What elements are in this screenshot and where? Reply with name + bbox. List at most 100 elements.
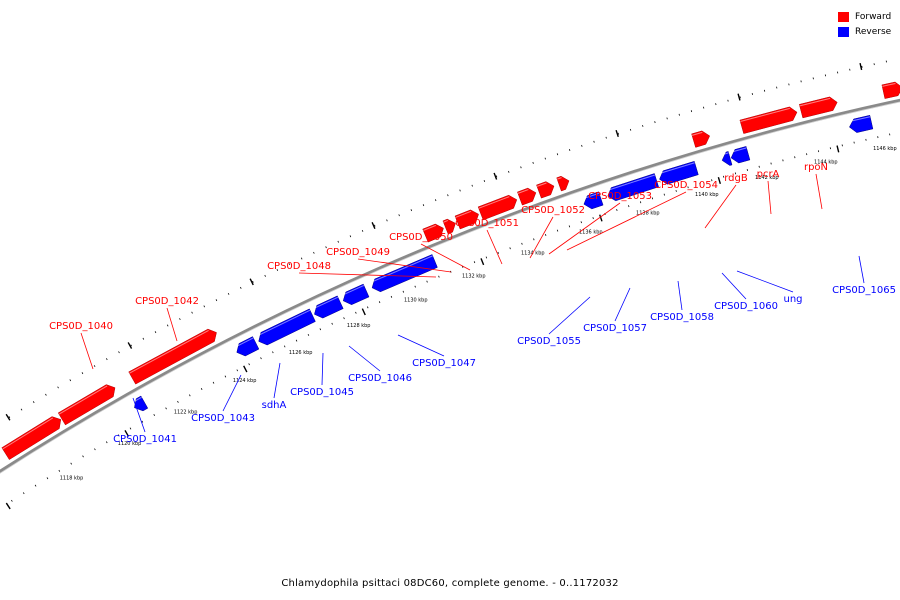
minor-tick-outer xyxy=(300,257,303,260)
reverse-gene-arrow xyxy=(721,151,733,166)
minor-tick-inner xyxy=(165,407,167,410)
minor-tick-inner xyxy=(177,400,179,403)
minor-tick-outer xyxy=(361,229,364,232)
reverse-gene-arrow xyxy=(258,308,316,346)
minor-tick-inner xyxy=(390,295,393,298)
genome-backbone-highlight xyxy=(0,101,900,474)
legend-swatch-reverse xyxy=(838,26,849,37)
legend-swatch-forward xyxy=(838,11,849,22)
reverse-gene-leader xyxy=(677,280,683,311)
forward-gene-arrow-shine xyxy=(478,196,510,209)
major-tick-outer xyxy=(859,62,863,71)
reverse-gene-arrow xyxy=(607,173,659,202)
minor-tick-outer xyxy=(642,124,644,127)
forward-gene-leader xyxy=(566,191,687,251)
minor-tick-outer xyxy=(45,393,47,396)
minor-tick-outer xyxy=(471,184,473,187)
minor-tick-inner xyxy=(46,477,49,480)
minor-tick-inner xyxy=(22,492,25,495)
minor-tick-outer xyxy=(130,344,132,347)
minor-tick-outer xyxy=(81,372,84,375)
minor-tick-outer xyxy=(313,251,315,254)
major-tick-outer xyxy=(127,342,133,349)
forward-gene-arrow-shine xyxy=(58,385,108,415)
minor-tick-inner xyxy=(438,275,440,278)
major-tick-inner xyxy=(124,430,130,437)
forward-gene-leader xyxy=(767,180,772,215)
minor-tick-inner xyxy=(378,301,381,304)
minor-tick-outer xyxy=(166,324,169,327)
forward-gene-label: CPS0D_1049 xyxy=(326,247,390,258)
minor-tick-inner xyxy=(34,484,37,487)
reverse-gene-arrow-shine xyxy=(369,255,433,284)
minor-tick-inner xyxy=(212,381,215,384)
reverse-gene-leader xyxy=(222,374,242,412)
major-tick-outer xyxy=(371,222,376,230)
minor-tick-outer xyxy=(325,246,327,249)
reverse-gene-arrow xyxy=(849,115,874,133)
forward-gene-arrow-shine xyxy=(455,210,472,218)
forward-gene-arrow-shine xyxy=(2,417,54,450)
forward-gene-arrow-shine xyxy=(129,329,209,374)
forward-gene-label: CPS0D_1048 xyxy=(267,261,331,272)
forward-gene-arrow-shine xyxy=(799,97,831,107)
reverse-gene-arrow-shine xyxy=(256,309,311,337)
minor-tick-outer xyxy=(32,401,35,404)
minor-tick-inner xyxy=(141,420,144,423)
minor-tick-inner xyxy=(473,261,476,264)
reverse-gene-arrow xyxy=(314,295,344,319)
reverse-gene-arrow xyxy=(659,160,699,185)
minor-tick-outer xyxy=(605,136,607,139)
minor-tick-inner xyxy=(224,375,227,378)
forward-gene-label: CPS0D_1040 xyxy=(49,321,113,332)
minor-tick-outer xyxy=(593,140,595,143)
reverse-gene-leader xyxy=(858,255,865,284)
reverse-gene-arrow xyxy=(236,336,260,357)
reverse-gene-leader xyxy=(721,272,747,300)
reverse-gene-arrow xyxy=(342,283,370,305)
forward-gene-leader xyxy=(420,243,471,271)
minor-tick-inner xyxy=(545,233,547,236)
forward-gene-label: rpoN xyxy=(804,162,828,173)
major-tick-inner xyxy=(5,502,11,510)
minor-tick-inner xyxy=(651,197,654,200)
forward-gene-arrow xyxy=(739,106,798,134)
minor-tick-inner xyxy=(663,193,665,196)
forward-gene-leader xyxy=(166,307,178,342)
minor-tick-inner xyxy=(307,333,310,336)
major-tick-inner xyxy=(599,214,603,222)
minor-tick-outer xyxy=(617,132,620,135)
legend-item-forward: Forward xyxy=(838,9,891,24)
reverse-gene-label: CPS0D_1043 xyxy=(191,413,255,424)
minor-tick-inner xyxy=(343,317,345,320)
minor-tick-outer xyxy=(459,189,461,192)
minor-tick-inner xyxy=(153,414,156,417)
minor-tick-inner xyxy=(248,363,250,366)
reverse-gene-arrow xyxy=(730,146,751,164)
minor-tick-outer xyxy=(556,153,559,156)
minor-tick-inner xyxy=(592,217,594,220)
reverse-gene-arrow xyxy=(371,254,438,293)
minor-tick-outer xyxy=(654,121,656,124)
reverse-gene-arrow-shine xyxy=(340,285,365,297)
minor-tick-inner xyxy=(521,242,523,245)
reverse-gene-label: CPS0D_1057 xyxy=(583,323,647,334)
reverse-gene-leader xyxy=(548,296,591,335)
minor-tick-inner xyxy=(319,328,322,331)
forward-gene-arrow-shine xyxy=(740,107,790,123)
forward-gene-leader xyxy=(357,258,452,273)
reverse-gene-arrow-shine xyxy=(311,296,339,310)
forward-gene-label: CPS0D_1050 xyxy=(389,232,453,243)
forward-gene-arrow-shine xyxy=(556,177,562,180)
forward-gene-leader xyxy=(815,173,823,210)
minor-tick-outer xyxy=(483,180,486,182)
minor-tick-outer xyxy=(288,263,291,266)
reverse-gene-leader xyxy=(321,352,324,386)
forward-gene-arrow xyxy=(477,194,518,221)
minor-tick-inner xyxy=(616,209,618,212)
minor-tick-outer xyxy=(203,305,206,308)
forward-gene-label: CPS0D_1052 xyxy=(521,205,585,216)
forward-gene-leader xyxy=(486,229,503,265)
minor-tick-inner xyxy=(699,182,701,185)
reverse-gene-label: CPS0D_1060 xyxy=(714,301,778,312)
